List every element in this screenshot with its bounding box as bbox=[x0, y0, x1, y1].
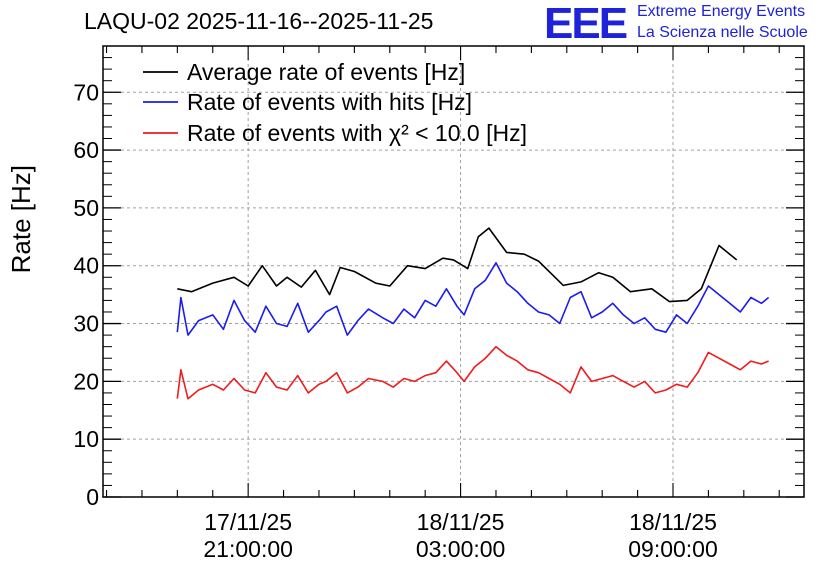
legend-label: Rate of events with hits [Hz] bbox=[187, 89, 472, 115]
legend-item-average: Average rate of events [Hz] bbox=[143, 59, 465, 85]
series-line-hits bbox=[176, 261, 770, 336]
legend-item-hits: Rate of events with hits [Hz] bbox=[143, 89, 472, 115]
x-tick-label-time: 03:00:00 bbox=[416, 536, 506, 562]
y-tick-label: 40 bbox=[73, 253, 99, 279]
y-tick-label: 60 bbox=[73, 137, 99, 163]
chart-title: LAQU-02 2025-11-16--2025-11-25 bbox=[84, 8, 434, 34]
x-tick-label-date: 18/11/25 bbox=[417, 509, 505, 535]
y-tick-label: 0 bbox=[86, 484, 99, 510]
plot-frame bbox=[102, 45, 805, 498]
x-tick-label-time: 21:00:00 bbox=[203, 536, 293, 562]
legend: Average rate of events [Hz] Rate of event… bbox=[143, 59, 527, 146]
legend-label: Average rate of events [Hz] bbox=[187, 59, 465, 85]
series-layer bbox=[176, 227, 770, 400]
x-tick-label-date: 17/11/25 bbox=[204, 509, 292, 535]
y-tick-label: 70 bbox=[73, 79, 99, 105]
x-tick-label-date: 18/11/25 bbox=[629, 509, 717, 535]
grid-lines bbox=[103, 46, 804, 497]
legend-label: Rate of events with χ² < 10.0 [Hz] bbox=[187, 120, 527, 146]
legend-item-chi2: Rate of events with χ² < 10.0 [Hz] bbox=[143, 120, 527, 146]
series-line-chi2 bbox=[176, 345, 769, 400]
logo-caption-line1: Extreme Energy Events bbox=[637, 3, 806, 20]
eee-logo: EEE bbox=[544, 0, 628, 48]
y-tick-label: 10 bbox=[73, 426, 99, 452]
axis-ticks: 01020304050607017/11/2521:00:0018/11/250… bbox=[73, 45, 804, 562]
logo-caption-line2: La Scienza nelle Scuole bbox=[637, 24, 808, 41]
series-line-average bbox=[177, 227, 738, 303]
y-tick-label: 50 bbox=[73, 195, 99, 221]
x-tick-label-time: 09:00:00 bbox=[628, 536, 718, 562]
y-tick-label: 30 bbox=[73, 311, 99, 337]
y-tick-label: 20 bbox=[73, 368, 99, 394]
